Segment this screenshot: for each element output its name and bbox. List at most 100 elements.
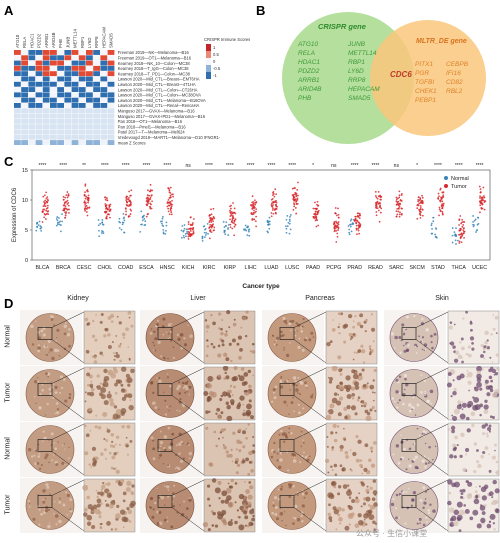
data-point: [460, 241, 463, 244]
cell-nucleus: [111, 341, 114, 343]
cell-nucleus: [373, 368, 377, 373]
cell-nucleus: [472, 509, 479, 516]
significance-label: *: [416, 163, 418, 169]
data-point: [149, 206, 152, 209]
tissue-texture: [288, 495, 292, 499]
cell-nucleus: [370, 450, 373, 453]
tissue-image-group: [262, 310, 378, 365]
tissue-texture: [307, 455, 309, 457]
data-point: [295, 192, 298, 195]
tissue-texture: [294, 517, 297, 520]
tissue-core: [267, 425, 317, 474]
data-point: [182, 234, 185, 237]
cell-nucleus: [99, 351, 103, 355]
legend-tick: -1: [213, 73, 217, 78]
cell-nucleus: [238, 493, 245, 500]
gene-label: PDZD2: [37, 33, 42, 48]
heatmap-cell: [100, 140, 108, 145]
data-point: [395, 200, 398, 203]
cell-nucleus: [366, 485, 369, 488]
heatmap-cell: [71, 134, 79, 140]
cell-nucleus: [102, 383, 105, 386]
tissue-texture: [427, 509, 430, 512]
tissue-texture: [42, 326, 46, 330]
tissue-texture: [171, 432, 175, 436]
cell-nucleus: [243, 409, 246, 412]
data-point: [106, 197, 108, 200]
cell-nucleus: [244, 334, 248, 338]
tissue-texture: [170, 525, 174, 529]
cell-nucleus: [481, 495, 487, 501]
tissue-texture: [434, 445, 437, 448]
heatmap-cell: [78, 81, 86, 87]
tissue-texture: [408, 403, 412, 407]
gene-label: ATG10: [15, 34, 20, 48]
data-point: [43, 194, 46, 197]
cell-nucleus: [90, 380, 93, 383]
cell-nucleus: [99, 491, 104, 496]
tissue-texture: [158, 510, 162, 515]
heatmap-row-label: Freeman 2019—OT1—Melanoma—B16: [118, 56, 192, 61]
cell-nucleus: [466, 371, 473, 378]
cell-nucleus: [114, 391, 118, 395]
cell-nucleus: [371, 497, 376, 501]
cell-nucleus: [86, 383, 90, 387]
heatmap-cell: [28, 76, 36, 82]
cell-nucleus: [125, 327, 129, 332]
heatmap-cell: [86, 76, 93, 82]
tissue-texture: [38, 508, 41, 511]
cell-nucleus: [109, 397, 114, 403]
cell-nucleus: [86, 495, 90, 500]
data-point: [250, 204, 252, 207]
heatmap-cell: [71, 76, 79, 82]
data-point: [227, 234, 230, 236]
data-point: [213, 226, 216, 229]
data-point: [125, 213, 127, 216]
tissue-texture: [278, 465, 282, 470]
x-tick-label: CHOL: [98, 265, 113, 271]
gene-label: RRP8: [94, 36, 99, 48]
cell-nucleus: [101, 484, 106, 490]
data-point: [375, 201, 377, 204]
tissue-texture: [272, 334, 275, 337]
heatmap-cell: [50, 65, 57, 71]
heatmap-cell: [100, 134, 108, 140]
data-point: [297, 181, 299, 184]
cell-nucleus: [220, 428, 225, 433]
tissue-texture: [296, 491, 298, 493]
cell-nucleus: [481, 368, 484, 371]
tissue-texture: [45, 345, 47, 347]
tissue-texture: [160, 355, 163, 358]
cell-nucleus: [483, 350, 486, 354]
tissue-texture: [299, 461, 302, 464]
tissue-texture: [403, 332, 406, 335]
heatmap-cell: [28, 87, 36, 92]
cell-nucleus: [331, 397, 338, 404]
heatmap-cell: [107, 118, 115, 124]
tissue-texture: [54, 348, 58, 353]
tissue-texture: [46, 345, 49, 348]
tissue-texture: [41, 383, 44, 386]
cell-nucleus: [124, 394, 128, 398]
data-point: [41, 221, 44, 223]
cell-nucleus: [360, 399, 365, 404]
data-point: [229, 209, 231, 212]
heatmap-cell: [100, 108, 108, 114]
data-point: [285, 231, 288, 234]
heatmap-cell: [35, 81, 43, 87]
heatmap-cell: [64, 108, 72, 114]
cell-nucleus: [86, 322, 91, 326]
data-point: [42, 208, 45, 211]
cell-nucleus: [247, 494, 253, 500]
data-point: [400, 193, 403, 195]
tissue-texture: [305, 337, 308, 340]
tissue-texture: [310, 331, 314, 335]
data-point: [438, 208, 441, 211]
heatmap-cell: [14, 50, 21, 55]
heatmap-row-label: Lawson 2020—Mid_CTL—Colon—CT26HA: [118, 87, 198, 92]
cell-nucleus: [347, 313, 353, 319]
cell-nucleus: [86, 521, 92, 526]
cell-nucleus: [127, 310, 132, 315]
tissue-row-label: Normal: [4, 436, 12, 460]
venn-gene: CEBPB: [446, 61, 469, 68]
